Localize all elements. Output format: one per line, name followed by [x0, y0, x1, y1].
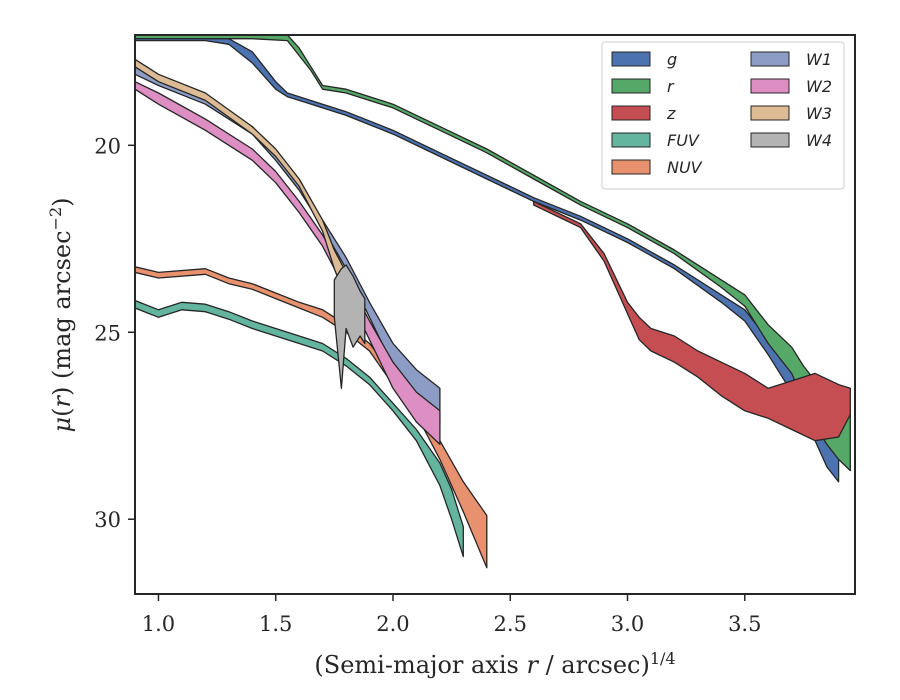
series-band-w3: [135, 58, 347, 300]
series-band-nuv: [135, 266, 488, 569]
x-tick-label: 3.5: [728, 612, 761, 636]
legend-label: W3: [806, 104, 832, 123]
x-axis-title: (Semi-major axis r / arcsec)1/4: [314, 649, 675, 680]
series-band-r: [135, 35, 851, 472]
legend-swatch: [750, 51, 790, 67]
legend-swatch: [611, 105, 651, 121]
legend-label: W4: [806, 131, 832, 150]
y-tick-label: 25: [94, 321, 121, 345]
series-band-fuv: [135, 299, 464, 558]
x-tick-label: 1.5: [259, 612, 292, 636]
legend-item-w1: W1: [750, 50, 832, 69]
x-tick-label: 2.0: [376, 612, 409, 636]
legend-item-w2: W2: [750, 77, 832, 96]
plot-frame: [134, 34, 856, 595]
series-band-w4: [333, 264, 366, 389]
legend-item-fuv: FUV: [611, 131, 700, 150]
legend-label: z: [666, 104, 676, 123]
legend-label: r: [667, 77, 675, 96]
legend-item-r: r: [611, 77, 675, 96]
series-band-g: [135, 36, 840, 483]
legend-label: FUV: [667, 131, 700, 150]
y-tick-label: 30: [94, 508, 121, 532]
x-axis: 1.0 1.5 2.0 2.5 3.0 3.5: [142, 594, 761, 636]
y-axis: 20 25 30: [94, 134, 135, 532]
legend-item-nuv: NUV: [611, 158, 703, 177]
legend: grz FUV NUV W1 W2 W3 W4: [601, 41, 845, 190]
legend-swatch: [750, 132, 790, 148]
legend-swatch: [750, 78, 790, 94]
legend-item-g: g: [611, 50, 677, 69]
legend-label: g: [667, 50, 677, 69]
x-tick-label: 1.0: [142, 612, 175, 636]
legend-item-z: z: [611, 104, 676, 123]
legend-swatch: [611, 132, 651, 148]
legend-swatch: [611, 78, 651, 94]
legend-swatch: [611, 51, 651, 67]
series-layer: [135, 35, 851, 569]
series-band-z: [533, 200, 851, 442]
legend-label: W1: [806, 50, 832, 69]
x-tick-label: 3.0: [611, 612, 644, 636]
legend-swatch: [611, 159, 651, 175]
y-axis-title: μ(r) (mag arcsec−2): [46, 197, 77, 432]
series-band-w2: [135, 81, 441, 446]
legend-item-w3: W3: [750, 104, 832, 123]
y-tick-label: 20: [94, 134, 121, 158]
legend-label: NUV: [667, 158, 703, 177]
x-tick-label: 2.5: [494, 612, 527, 636]
legend-swatch: [750, 105, 790, 121]
legend-item-w4: W4: [750, 131, 832, 150]
legend-label: W2: [806, 77, 832, 96]
